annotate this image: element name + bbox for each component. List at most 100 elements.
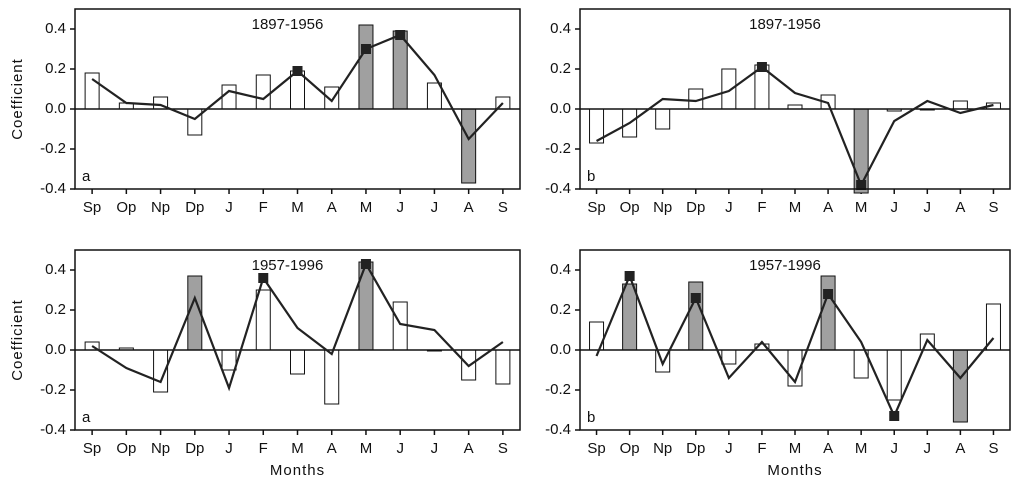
bar	[886, 349, 902, 401]
x-tick-label: J	[890, 440, 898, 457]
bar	[688, 281, 704, 351]
x-tick-label: F	[757, 440, 766, 457]
y-tick-label: -0.4	[545, 180, 571, 197]
y-tick-label: 0.0	[550, 100, 571, 117]
bar	[495, 349, 511, 385]
bar	[622, 283, 638, 351]
y-tick-label: -0.4	[40, 421, 66, 438]
y-tick-label: -0.2	[545, 381, 571, 398]
bar	[187, 108, 203, 136]
bar	[820, 275, 836, 351]
marker	[756, 62, 767, 72]
x-tick-label: A	[327, 199, 337, 216]
x-tick-label: Dp	[185, 440, 204, 457]
y-tick-label: 0.4	[45, 20, 66, 37]
x-tick-label: F	[259, 199, 268, 216]
bar	[392, 30, 408, 110]
x-tick-label: S	[988, 199, 998, 216]
marker	[624, 271, 635, 281]
x-tick-label: F	[757, 199, 766, 216]
x-tick-label: A	[823, 199, 833, 216]
line	[596, 65, 994, 188]
bar	[721, 349, 737, 365]
bar	[392, 301, 408, 351]
y-axis-label: Coefficient	[9, 299, 26, 381]
x-tick-label: Sp	[587, 440, 605, 457]
x-tick-label: Op	[116, 440, 136, 457]
x-tick-label: M	[789, 199, 802, 216]
plot-frame	[579, 8, 1011, 190]
panel-label: b	[587, 168, 595, 185]
y-tick-label: 0.0	[45, 341, 66, 358]
x-tick-label: M	[855, 199, 868, 216]
bar	[221, 349, 237, 371]
x-tick-label: M	[360, 199, 373, 216]
y-tick-label: 0.2	[550, 301, 571, 318]
bar	[358, 24, 374, 110]
x-tick-label: J	[225, 199, 233, 216]
x-tick-label: Np	[653, 440, 672, 457]
bar	[84, 72, 100, 110]
y-tick-label: 0.4	[550, 261, 571, 278]
bar	[721, 68, 737, 110]
y-tick-label: -0.2	[40, 381, 66, 398]
marker	[856, 180, 867, 190]
x-tick-label: A	[464, 440, 474, 457]
marker	[258, 273, 269, 283]
marker	[292, 66, 303, 76]
x-axis-label: Months	[270, 462, 325, 479]
x-tick-label: J	[924, 199, 932, 216]
x-tick-label: J	[225, 440, 233, 457]
panel-label: b	[587, 409, 595, 426]
x-tick-label: Np	[151, 199, 170, 216]
y-tick-label: 0.0	[550, 341, 571, 358]
marker	[395, 30, 406, 40]
x-tick-label: S	[988, 440, 998, 457]
x-tick-label: M	[291, 440, 304, 457]
x-tick-label: Sp	[587, 199, 605, 216]
x-tick-label: A	[823, 440, 833, 457]
x-tick-label: A	[464, 199, 474, 216]
y-tick-label: 0.2	[550, 60, 571, 77]
x-tick-label: S	[498, 199, 508, 216]
x-tick-label: J	[431, 199, 439, 216]
y-tick-label: 0.2	[45, 301, 66, 318]
line	[595, 273, 995, 419]
bar	[324, 349, 340, 405]
plot-frame	[74, 249, 521, 431]
chart-title: 1957-1996	[749, 257, 821, 274]
x-tick-label: J	[396, 440, 404, 457]
y-tick-label: -0.4	[40, 180, 66, 197]
x-tick-label: M	[789, 440, 802, 457]
x-tick-label: Dp	[686, 199, 705, 216]
x-tick-label: Np	[151, 440, 170, 457]
bar	[952, 100, 968, 110]
x-tick-label: A	[327, 440, 337, 457]
x-tick-label: Np	[653, 199, 672, 216]
x-tick-label: Dp	[185, 199, 204, 216]
x-tick-label: A	[955, 199, 965, 216]
bar	[461, 108, 477, 184]
bar	[426, 82, 442, 110]
panel-label: a	[82, 409, 91, 426]
y-axis-label: Coefficient	[9, 58, 26, 140]
y-tick-label: 0.0	[45, 100, 66, 117]
plot-frame	[74, 8, 521, 190]
x-tick-label: J	[890, 199, 898, 216]
x-tick-label: S	[498, 440, 508, 457]
x-tick-label: M	[291, 199, 304, 216]
x-tick-label: Op	[620, 440, 640, 457]
marker	[889, 411, 900, 421]
x-tick-label: Dp	[686, 440, 705, 457]
bar	[952, 349, 968, 423]
line	[91, 261, 504, 392]
marker	[360, 259, 371, 269]
marker	[823, 289, 834, 299]
marker	[690, 293, 701, 303]
bar	[255, 74, 271, 110]
chart-title: 1957-1996	[252, 257, 324, 274]
x-tick-label: Op	[620, 199, 640, 216]
x-tick-label: J	[396, 199, 404, 216]
marker	[360, 44, 371, 54]
